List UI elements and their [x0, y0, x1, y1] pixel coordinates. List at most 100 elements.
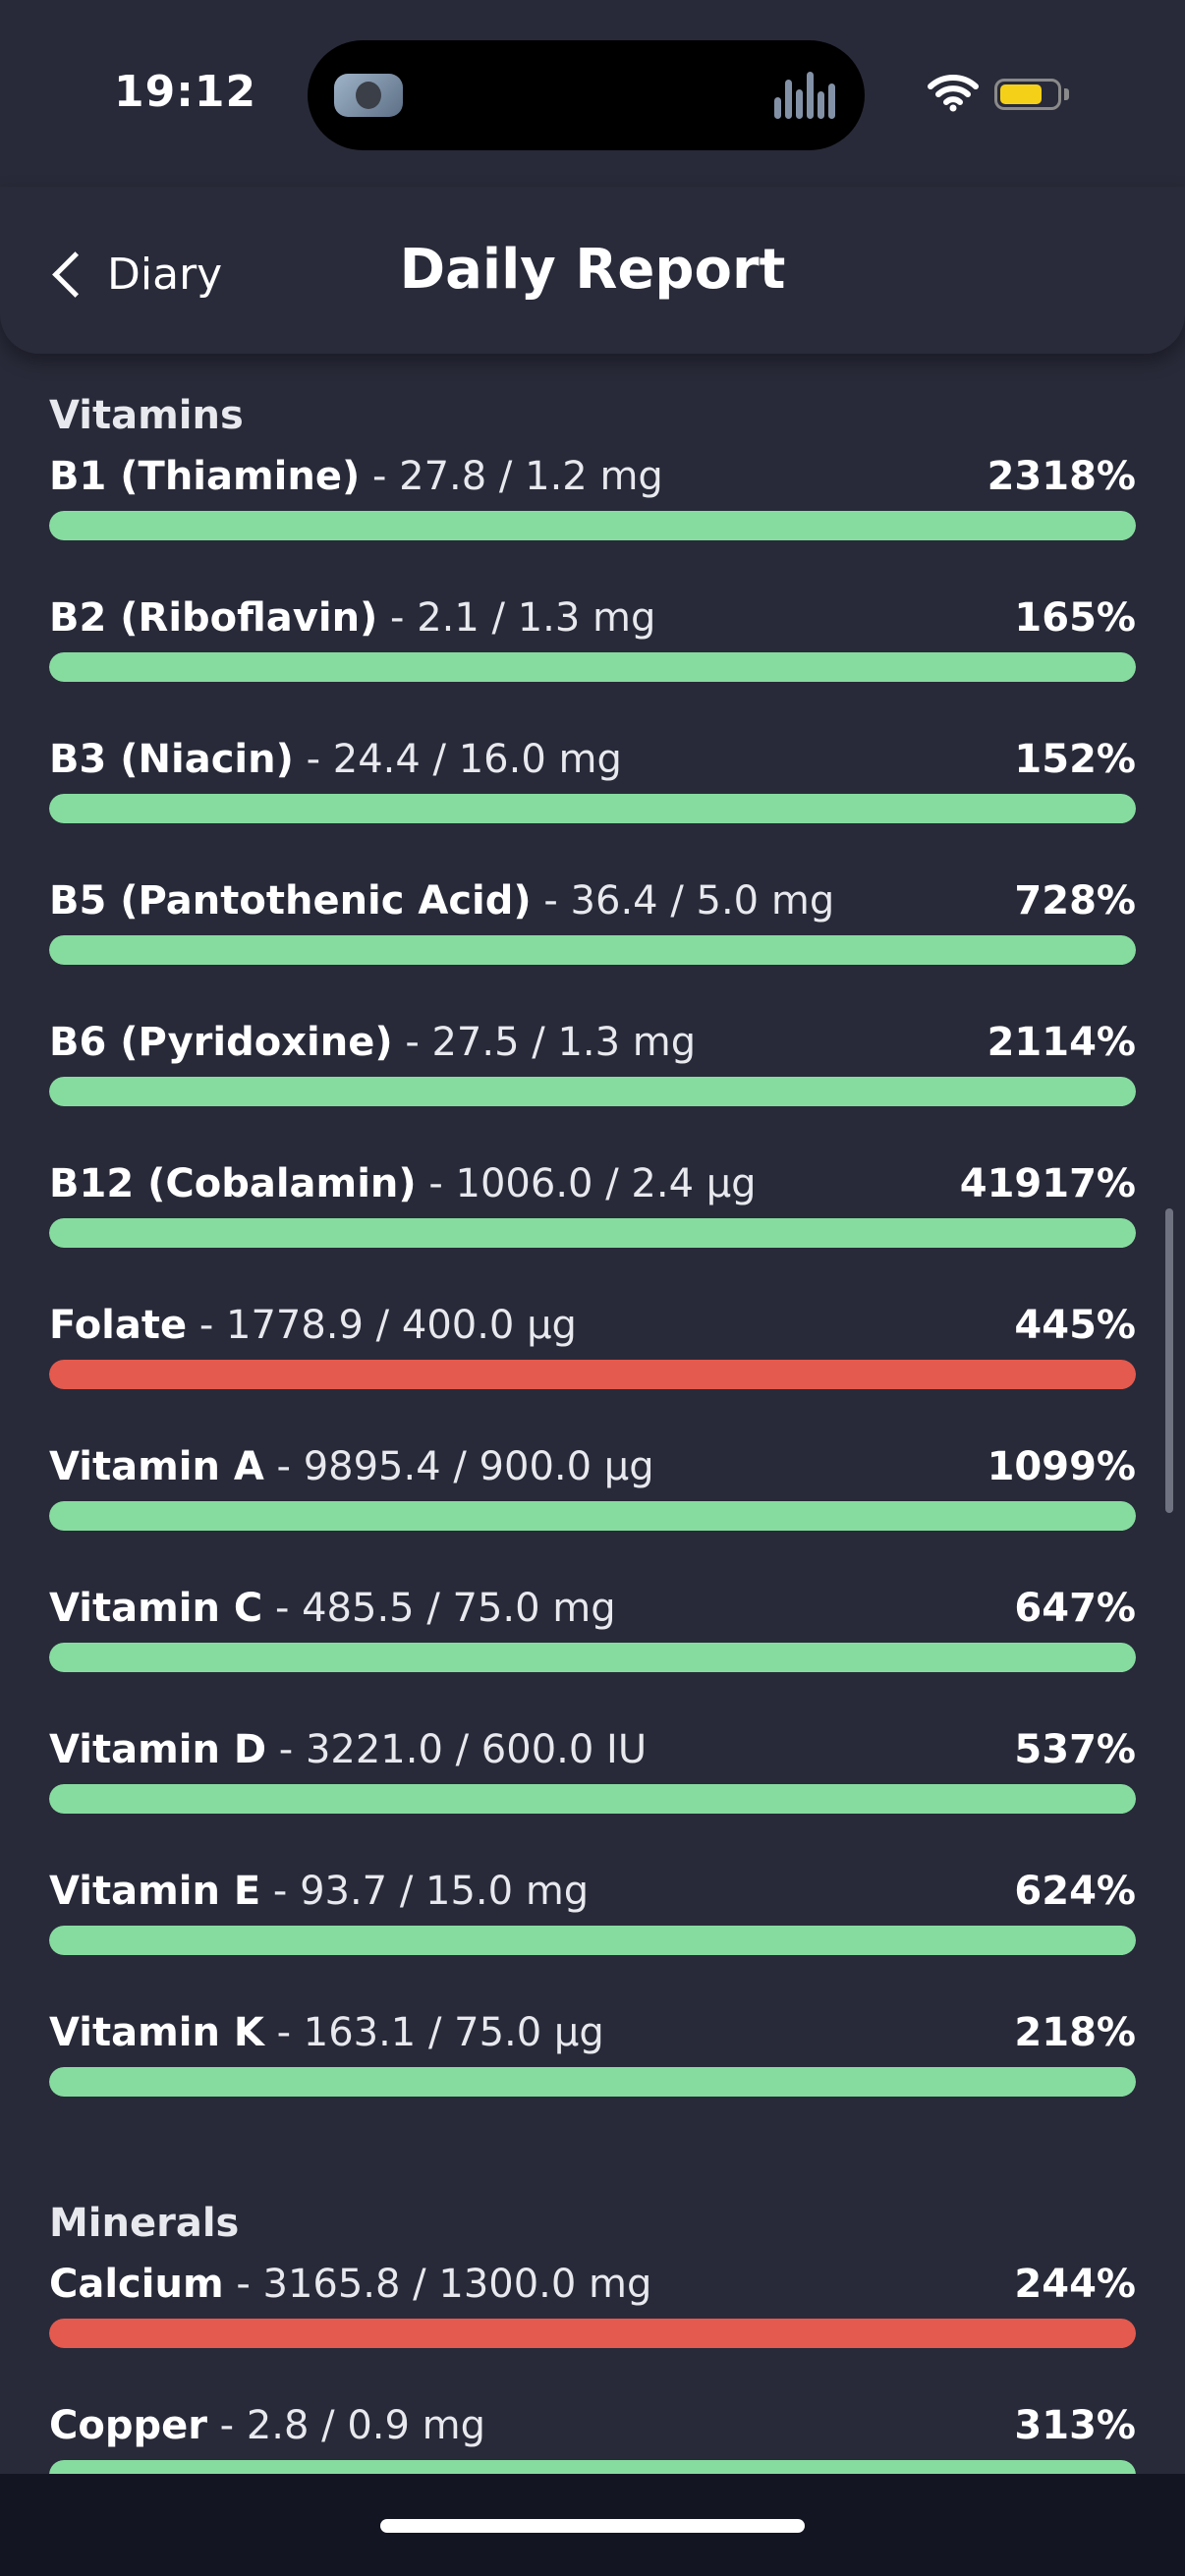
nutrient-name: B3 (Niacin) — [49, 737, 294, 782]
dynamic-island — [308, 40, 865, 150]
nutrient-percent: 2318% — [987, 454, 1136, 499]
nutrient-percent: 152% — [1014, 737, 1136, 782]
nutrient-name: Vitamin A — [49, 1444, 264, 1489]
nutrient-name: B2 (Riboflavin) — [49, 595, 378, 641]
progress-bar-fill — [49, 2067, 1136, 2097]
nutrient-percent: 218% — [1014, 2010, 1136, 2055]
back-label: Diary — [107, 249, 223, 300]
progress-bar-fill — [49, 511, 1136, 540]
nutrient-percent: 728% — [1014, 878, 1136, 924]
home-indicator[interactable] — [380, 2519, 805, 2533]
nutrient-label: B1 (Thiamine) - 27.8 / 1.2 mg — [49, 454, 663, 499]
nutrient-amount: - 2.8 / 0.9 mg — [206, 2403, 486, 2448]
nutrient-row[interactable]: Calcium - 3165.8 / 1300.0 mg 244% — [49, 2262, 1136, 2360]
status-time: 19:12 — [114, 67, 257, 117]
progress-bar — [49, 1643, 1136, 1672]
status-bar: 19:12 — [0, 0, 1185, 187]
nutrient-amount: - 3221.0 / 600.0 IU — [266, 1727, 648, 1772]
nutrient-name: Folate — [49, 1303, 188, 1348]
progress-bar-fill — [49, 1218, 1136, 1248]
progress-bar-fill — [49, 1926, 1136, 1955]
progress-bar — [49, 652, 1136, 682]
nutrient-row[interactable]: B3 (Niacin) - 24.4 / 16.0 mg 152% — [49, 737, 1136, 835]
nutrient-row[interactable]: Vitamin K - 163.1 / 75.0 µg 218% — [49, 2010, 1136, 2108]
home-area — [0, 2474, 1185, 2576]
section-title: Minerals — [49, 2201, 240, 2246]
nutrient-name: Vitamin K — [49, 2010, 264, 2055]
nutrient-label: B3 (Niacin) - 24.4 / 16.0 mg — [49, 737, 622, 782]
progress-bar — [49, 794, 1136, 823]
nutrient-name: Copper — [49, 2403, 207, 2448]
nutrient-label: B6 (Pyridoxine) - 27.5 / 1.3 mg — [49, 1020, 696, 1065]
progress-bar — [49, 1926, 1136, 1955]
nutrient-amount: - 36.4 / 5.0 mg — [531, 878, 835, 924]
progress-bar-fill — [49, 1077, 1136, 1106]
progress-bar — [49, 935, 1136, 965]
progress-bar — [49, 2460, 1136, 2474]
nutrient-row[interactable]: B2 (Riboflavin) - 2.1 / 1.3 mg 165% — [49, 595, 1136, 694]
nutrient-row[interactable]: B5 (Pantothenic Acid) - 36.4 / 5.0 mg 728… — [49, 878, 1136, 977]
nutrient-list[interactable]: Vitamins B1 (Thiamine) - 27.8 / 1.2 mg 231… — [0, 354, 1185, 2474]
progress-bar — [49, 1077, 1136, 1106]
nutrient-name: Calcium — [49, 2262, 224, 2307]
nutrient-row[interactable]: Vitamin E - 93.7 / 15.0 mg 624% — [49, 1869, 1136, 1967]
scrollbar[interactable] — [1165, 1208, 1173, 1513]
nutrient-label: B5 (Pantothenic Acid) - 36.4 / 5.0 mg — [49, 878, 834, 924]
nutrient-label: Vitamin E - 93.7 / 15.0 mg — [49, 1869, 589, 1914]
nutrient-row[interactable]: Copper - 2.8 / 0.9 mg 313% — [49, 2403, 1136, 2474]
progress-bar — [49, 1501, 1136, 1531]
nutrient-percent: 165% — [1014, 595, 1136, 641]
progress-bar — [49, 1218, 1136, 1248]
progress-bar-fill — [49, 1360, 1136, 1389]
progress-bar — [49, 1360, 1136, 1389]
progress-bar — [49, 2067, 1136, 2097]
nutrient-row[interactable]: B12 (Cobalamin) - 1006.0 / 2.4 µg 41917% — [49, 1161, 1136, 1260]
progress-bar-fill — [49, 935, 1136, 965]
nutrient-amount: - 1006.0 / 2.4 µg — [416, 1161, 757, 1206]
nav-header: Diary Daily Report — [0, 187, 1185, 354]
nutrient-label: Calcium - 3165.8 / 1300.0 mg — [49, 2262, 651, 2307]
nutrient-label: Copper - 2.8 / 0.9 mg — [49, 2403, 485, 2448]
nutrient-row[interactable]: B1 (Thiamine) - 27.8 / 1.2 mg 2318% — [49, 454, 1136, 552]
nutrient-amount: - 27.5 / 1.3 mg — [392, 1020, 697, 1065]
nutrient-row[interactable]: Vitamin A - 9895.4 / 900.0 µg 1099% — [49, 1444, 1136, 1542]
progress-bar-fill — [49, 1501, 1136, 1531]
nutrient-label: Vitamin D - 3221.0 / 600.0 IU — [49, 1727, 647, 1772]
now-playing-artwork-icon — [334, 74, 403, 117]
nutrient-amount: - 1778.9 / 400.0 µg — [187, 1303, 577, 1348]
progress-bar — [49, 1784, 1136, 1814]
nutrient-amount: - 9895.4 / 900.0 µg — [263, 1444, 654, 1489]
nutrient-name: Vitamin E — [49, 1869, 261, 1914]
nutrient-label: Vitamin C - 485.5 / 75.0 mg — [49, 1586, 616, 1631]
nutrient-name: B6 (Pyridoxine) — [49, 1020, 393, 1065]
nutrient-amount: - 485.5 / 75.0 mg — [262, 1586, 616, 1631]
nutrient-label: B2 (Riboflavin) - 2.1 / 1.3 mg — [49, 595, 655, 641]
nutrient-percent: 445% — [1014, 1303, 1136, 1348]
nutrient-label: B12 (Cobalamin) - 1006.0 / 2.4 µg — [49, 1161, 757, 1206]
nutrient-name: Vitamin C — [49, 1586, 263, 1631]
progress-bar-fill — [49, 652, 1136, 682]
nutrient-percent: 313% — [1014, 2403, 1136, 2448]
nutrient-amount: - 163.1 / 75.0 µg — [263, 2010, 604, 2055]
nutrient-row[interactable]: Folate - 1778.9 / 400.0 µg 445% — [49, 1303, 1136, 1401]
progress-bar-fill — [49, 1784, 1136, 1814]
nutrient-row[interactable]: Vitamin D - 3221.0 / 600.0 IU 537% — [49, 1727, 1136, 1825]
back-button[interactable]: Diary — [47, 240, 222, 308]
progress-bar-fill — [49, 794, 1136, 823]
nutrient-name: B12 (Cobalamin) — [49, 1161, 417, 1206]
audio-waveform-icon — [774, 72, 835, 119]
nutrient-percent: 244% — [1014, 2262, 1136, 2307]
battery-icon — [994, 79, 1061, 110]
nutrient-row[interactable]: B6 (Pyridoxine) - 27.5 / 1.3 mg 2114% — [49, 1020, 1136, 1118]
nutrient-percent: 1099% — [987, 1444, 1136, 1489]
section-title: Vitamins — [49, 393, 244, 438]
nutrient-amount: - 2.1 / 1.3 mg — [377, 595, 656, 641]
nutrient-label: Vitamin A - 9895.4 / 900.0 µg — [49, 1444, 654, 1489]
nutrient-percent: 647% — [1014, 1586, 1136, 1631]
nutrient-percent: 624% — [1014, 1869, 1136, 1914]
progress-bar-fill — [49, 1643, 1136, 1672]
progress-bar — [49, 2319, 1136, 2348]
nutrient-percent: 2114% — [987, 1020, 1136, 1065]
nutrient-row[interactable]: Vitamin C - 485.5 / 75.0 mg 647% — [49, 1586, 1136, 1684]
nutrient-name: B1 (Thiamine) — [49, 454, 361, 499]
